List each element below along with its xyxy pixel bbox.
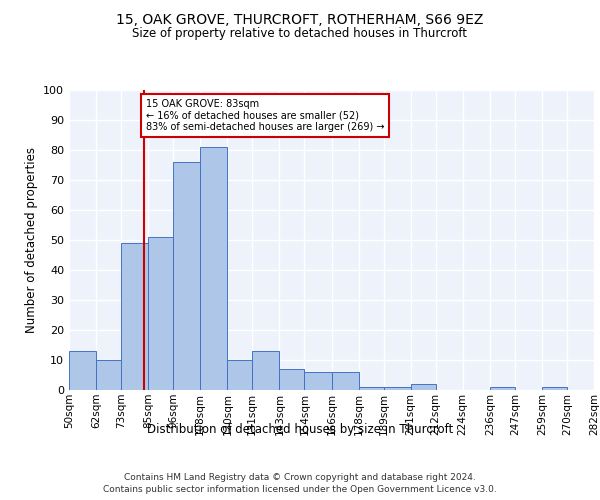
Bar [96, 360, 121, 390]
Bar [542, 387, 567, 390]
Bar [173, 162, 200, 390]
Bar [304, 372, 331, 390]
Bar [411, 384, 436, 390]
Text: Distribution of detached houses by size in Thurcroft: Distribution of detached houses by size … [147, 422, 453, 436]
Bar [69, 351, 96, 390]
Bar [280, 369, 304, 390]
Text: Contains HM Land Registry data © Crown copyright and database right 2024.: Contains HM Land Registry data © Crown c… [124, 472, 476, 482]
Text: Size of property relative to detached houses in Thurcroft: Size of property relative to detached ho… [133, 28, 467, 40]
Bar [121, 243, 148, 390]
Text: 15, OAK GROVE, THURCROFT, ROTHERHAM, S66 9EZ: 15, OAK GROVE, THURCROFT, ROTHERHAM, S66… [116, 12, 484, 26]
Bar [252, 351, 280, 390]
Bar [200, 147, 227, 390]
Bar [383, 387, 411, 390]
Bar [331, 372, 359, 390]
Y-axis label: Number of detached properties: Number of detached properties [25, 147, 38, 333]
Bar [227, 360, 252, 390]
Bar [148, 237, 173, 390]
Bar [359, 387, 383, 390]
Text: 15 OAK GROVE: 83sqm
← 16% of detached houses are smaller (52)
83% of semi-detach: 15 OAK GROVE: 83sqm ← 16% of detached ho… [146, 99, 385, 132]
Text: Contains public sector information licensed under the Open Government Licence v3: Contains public sector information licen… [103, 485, 497, 494]
Bar [490, 387, 515, 390]
